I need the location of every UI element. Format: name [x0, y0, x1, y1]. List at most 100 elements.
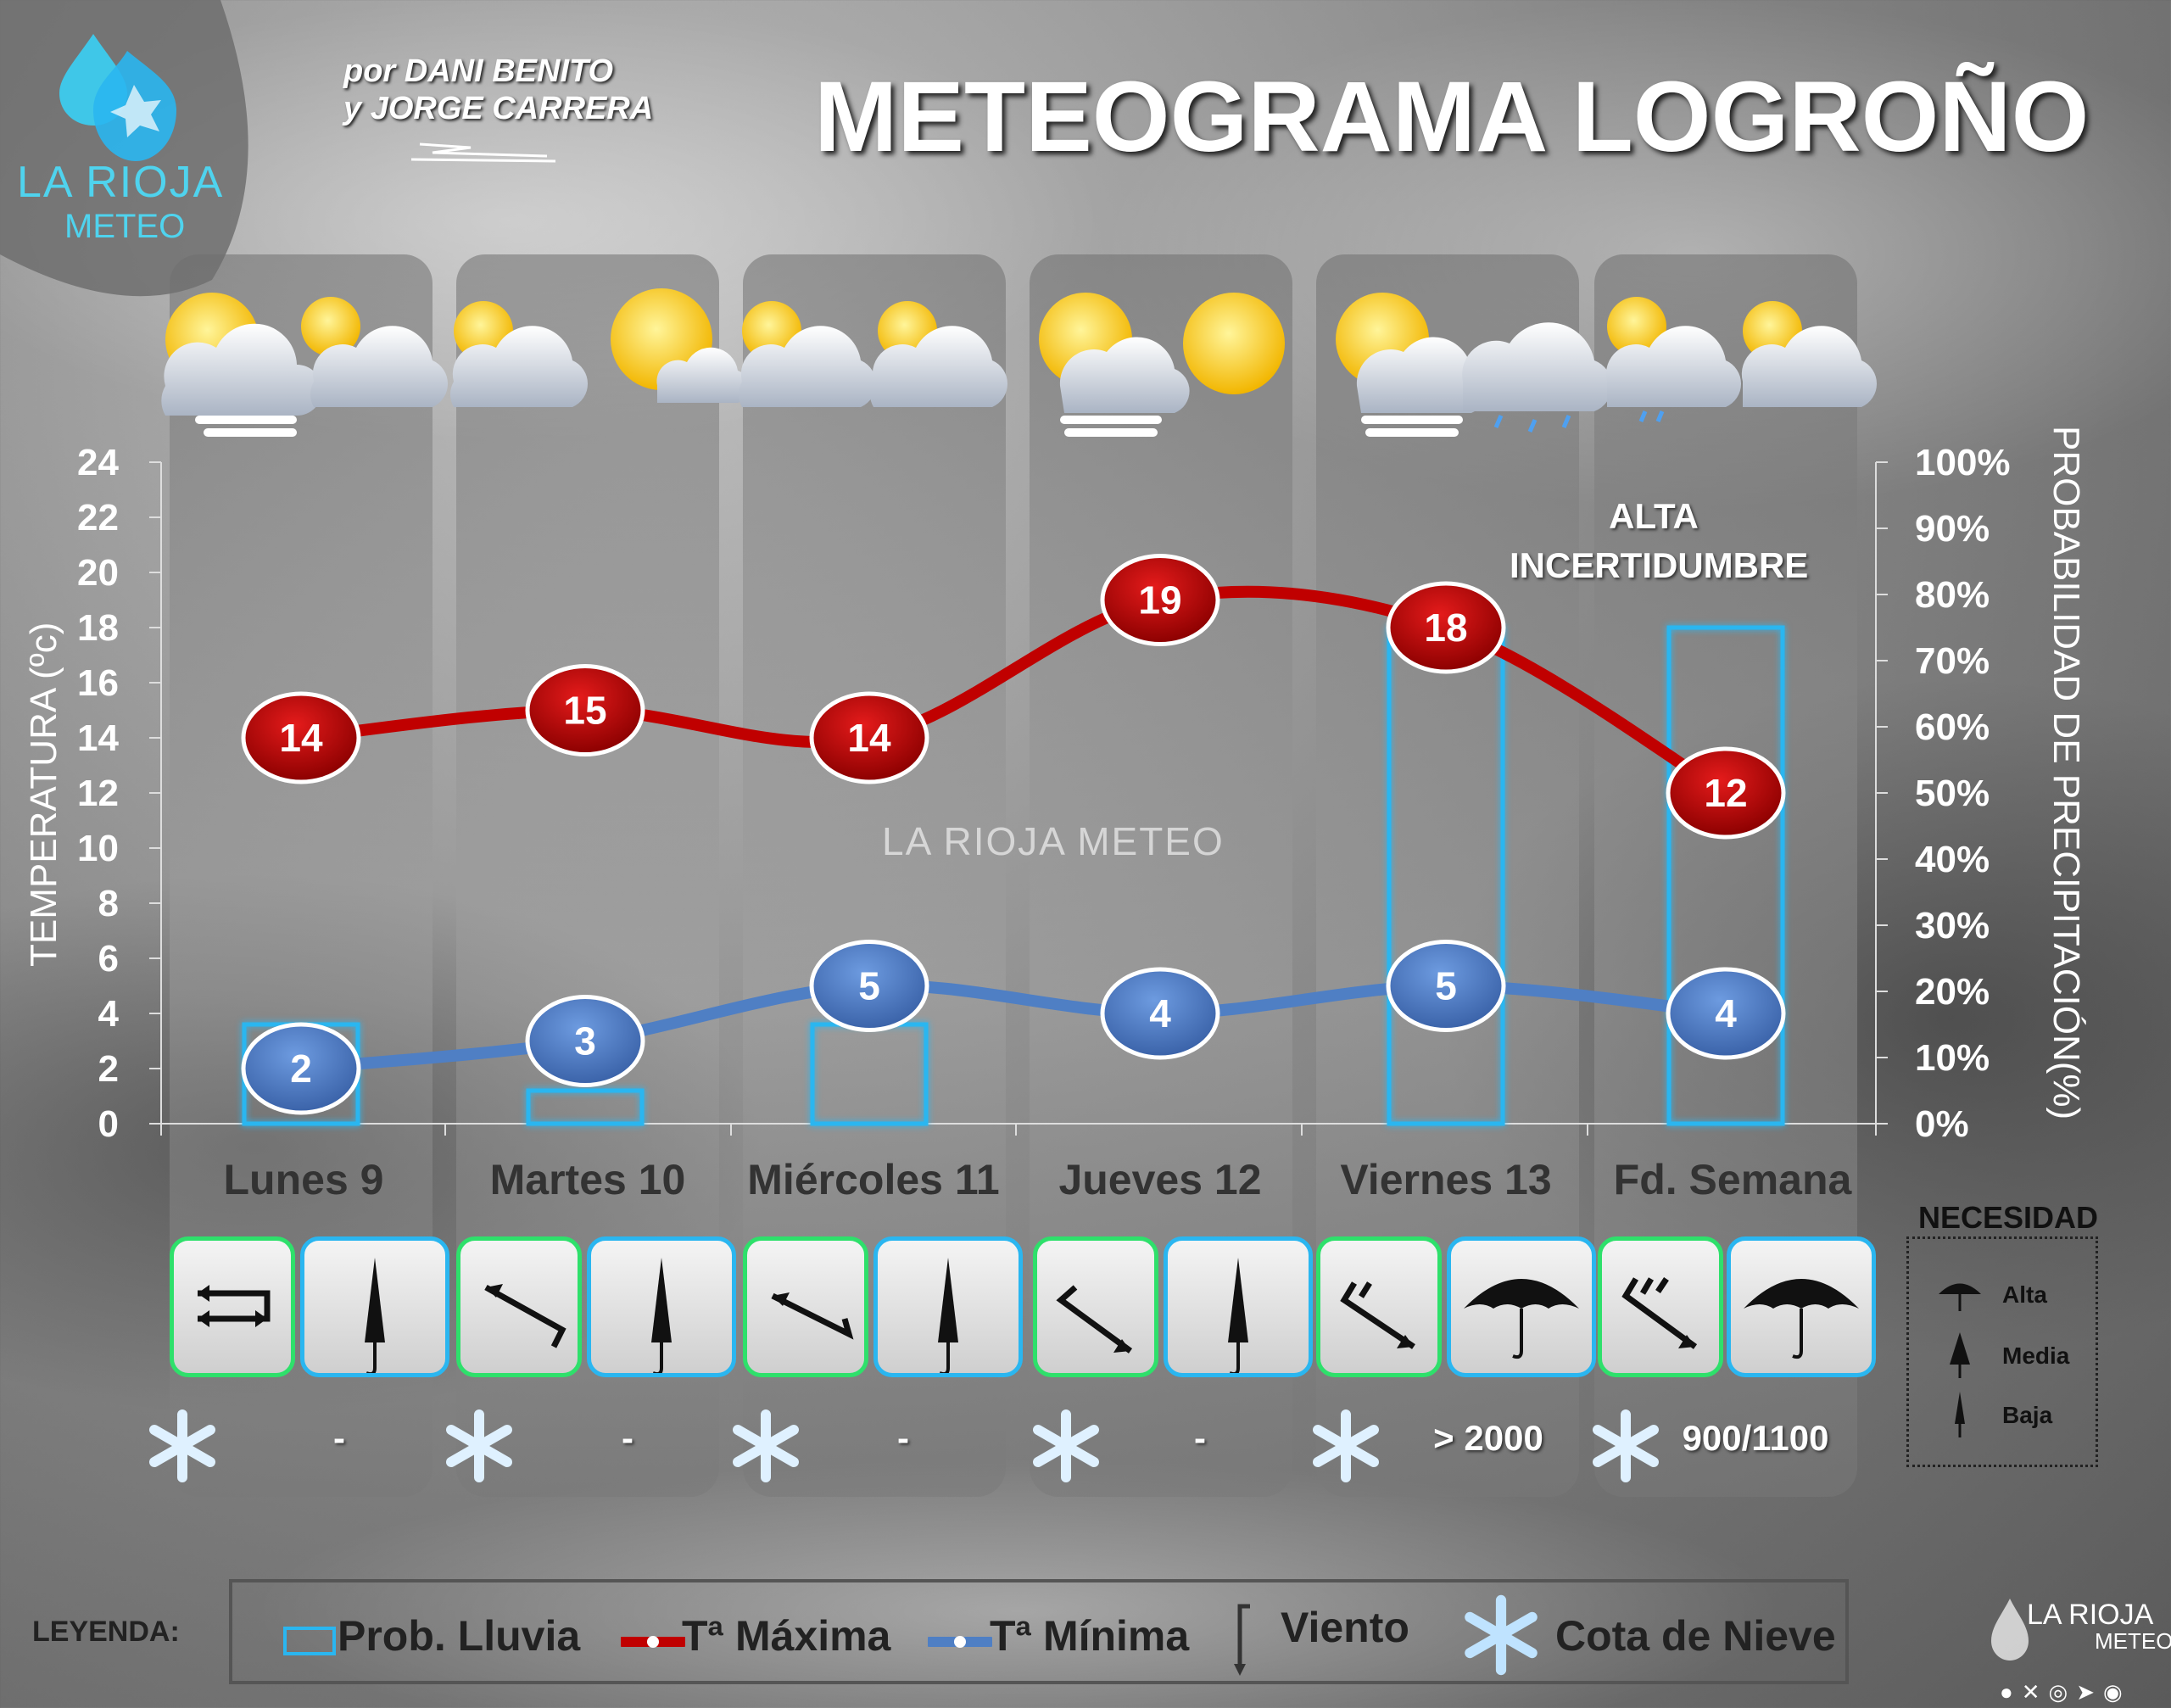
y-tick-label-left: 20	[77, 552, 119, 594]
uncertainty-line-2: INCERTIDUMBRE	[1510, 545, 1809, 585]
min-temp-point	[241, 1022, 361, 1115]
y-tick-label-right: 100%	[1915, 442, 2011, 483]
logo-text-top: LA RIOJA	[17, 158, 225, 207]
uncertainty-line-1: ALTA	[1609, 496, 1699, 536]
y-tick-label-right: 80%	[1915, 574, 1990, 616]
umbrella-high-icon	[1447, 1236, 1596, 1377]
legend-item-rain: Prob. Lluvia	[338, 1612, 581, 1660]
y-tick-label-right: 40%	[1915, 839, 1990, 880]
legend-item-wind: Viento	[1281, 1604, 1409, 1651]
y-tick-label-left: 6	[98, 938, 119, 980]
wind-arrow-icon	[456, 1236, 582, 1377]
necesidad-media: Media	[2002, 1342, 2070, 1369]
sun-cloud-icon	[449, 301, 589, 407]
umbrella-low-icon	[873, 1236, 1023, 1377]
wind-arrow-icon	[1234, 1604, 1250, 1676]
min-temp-label: 3	[574, 1019, 596, 1063]
min-temp-label: 5	[858, 964, 880, 1008]
sun-cloud-icon	[869, 301, 1008, 407]
brand-text: LA RIOJA	[2027, 1599, 2154, 1631]
min-temp-label: 5	[1435, 964, 1457, 1008]
y-tick-label-right: 90%	[1915, 508, 1990, 550]
x-icon[interactable]: ✕	[2021, 1679, 2049, 1705]
wind-variable-icon	[170, 1236, 295, 1377]
day-label: Viernes 13	[1340, 1156, 1552, 1203]
umbrella-low-icon	[300, 1236, 449, 1377]
necesidad-legend: Alta Media Baja	[1906, 1236, 2098, 1467]
y-tick-label-left: 18	[77, 607, 119, 649]
snowflake-icon	[149, 1409, 215, 1482]
umbrella-low-icon	[1164, 1236, 1313, 1377]
sun-cloud-icon	[1741, 301, 1878, 407]
y-tick-label-left: 10	[77, 828, 119, 869]
instagram-icon[interactable]: ◎	[2048, 1679, 2077, 1705]
meteogram-chart: 0246810121416182022240%10%20%30%40%50%60…	[23, 426, 2087, 1145]
uncertainty-annotation: ALTA INCERTIDUMBRE	[1510, 492, 1809, 590]
social-icons: ●✕◎➤◉	[2000, 1679, 2131, 1705]
y-tick-label-right: 30%	[1915, 905, 1990, 946]
y-tick-label-left: 8	[98, 883, 119, 924]
min-temp-point	[1666, 967, 1786, 1060]
legend-item-snow: Cota de Nieve	[1555, 1612, 1836, 1660]
snow-level: -	[333, 1418, 345, 1458]
min-temp-label: 2	[290, 1047, 312, 1091]
min-temp-point	[809, 940, 929, 1032]
day-label: Miércoles 11	[747, 1156, 1000, 1203]
y-axis-title-right: PROBABILIDAD DE PRECIPITACIÓN(%)	[2045, 426, 2087, 1119]
wind-arrow-icon	[1316, 1236, 1442, 1377]
sun-icon	[1183, 293, 1285, 394]
whatsapp-icon[interactable]: ◉	[2103, 1679, 2131, 1705]
rain-probability-bar	[810, 1022, 929, 1126]
day-label: Fd. Semana	[1613, 1156, 1852, 1203]
max-temp-label: 18	[1424, 606, 1467, 650]
legend-label: LEYENDA:	[32, 1616, 180, 1648]
snowflake-icon	[1033, 1409, 1099, 1482]
y-axis-title-left: TEMPERATURA (ºc)	[23, 622, 64, 967]
max-temp-point	[1666, 746, 1786, 840]
watermark: LA RIOJA METEO	[882, 819, 1225, 863]
umbrella-high-icon	[1939, 1283, 1981, 1311]
y-tick-label-right: 50%	[1915, 773, 1990, 814]
snowflake-icon	[446, 1409, 512, 1482]
sun-cloud-icon	[301, 297, 449, 407]
facebook-icon[interactable]: ●	[2000, 1679, 2022, 1705]
snowflake-icon	[1313, 1409, 1379, 1482]
max-temp-point	[1100, 554, 1220, 646]
sun-cloud-rain-icon	[1605, 297, 1742, 422]
legend-rain-swatch	[283, 1627, 336, 1655]
max-temp-label: 14	[279, 716, 323, 760]
day-label: Jueves 12	[1058, 1156, 1262, 1203]
max-temp-point	[1386, 581, 1506, 674]
weather-icons	[161, 288, 1878, 437]
telegram-icon[interactable]: ➤	[2076, 1679, 2103, 1705]
umbrella-high-icon	[1727, 1236, 1876, 1377]
wind-arrow-icon	[1033, 1236, 1158, 1377]
max-temp-point	[525, 664, 645, 756]
max-temp-label: 14	[847, 716, 891, 760]
sun-cloud-fog-icon	[161, 293, 322, 437]
snowflake-icon	[1593, 1409, 1659, 1482]
signature	[410, 142, 556, 163]
snow-level: > 2000	[1433, 1418, 1543, 1458]
snow-level: -	[897, 1418, 909, 1458]
necesidad-alta: Alta	[2002, 1281, 2047, 1308]
y-tick-label-left: 4	[98, 993, 120, 1035]
necesidad-title: NECESIDAD	[1918, 1200, 2099, 1235]
legend-item-min: Tª Mínima	[990, 1612, 1190, 1660]
y-tick-label-left: 14	[77, 717, 119, 759]
min-temp-line	[295, 979, 1732, 1074]
min-temp-point	[1386, 940, 1506, 1032]
cloud-rain-icon	[1462, 322, 1612, 433]
rain-probability-bar	[1387, 625, 1505, 1126]
y-tick-label-left: 12	[77, 773, 119, 814]
y-tick-label-left: 2	[98, 1048, 119, 1090]
y-tick-label-left: 0	[98, 1103, 119, 1145]
sun-cloud-fog-icon	[1039, 293, 1190, 437]
snow-level: 900/1100	[1682, 1418, 1829, 1458]
max-temp-point	[241, 691, 361, 784]
max-temp-label: 15	[563, 689, 606, 733]
sun-cloud-icon	[738, 301, 877, 407]
y-tick-label-right: 70%	[1915, 640, 1990, 682]
max-temp-label: 12	[1704, 771, 1747, 815]
sun-small-cloud-icon	[611, 288, 750, 403]
